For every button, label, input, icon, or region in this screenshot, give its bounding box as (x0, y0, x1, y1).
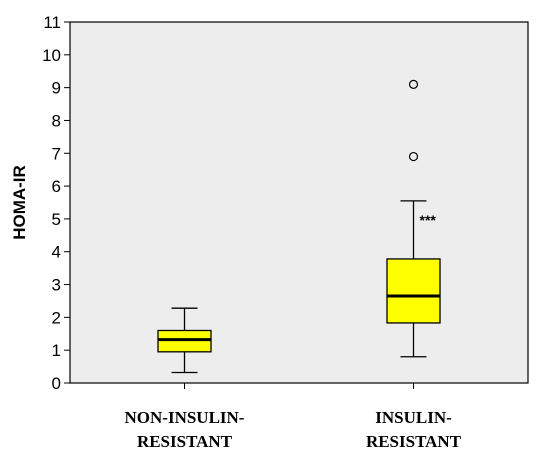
y-tick-label: 1 (52, 341, 61, 360)
y-tick-label: 11 (43, 13, 61, 32)
x-category-label-line: RESISTANT (137, 432, 233, 451)
y-axis-label: HOMA-IR (10, 165, 29, 240)
iqr-box (386, 258, 441, 324)
y-tick-label: 5 (52, 210, 61, 229)
x-category-label-line: INSULIN- (375, 408, 452, 427)
x-category-label: NON-INSULIN- RESISTANT (125, 408, 245, 451)
y-tick-label: 2 (52, 308, 61, 327)
plot-area (69, 21, 529, 384)
x-category-label: INSULIN- RESISTANT (366, 408, 462, 451)
x-category-label-line: RESISTANT (366, 432, 462, 451)
boxes: *** (157, 79, 441, 374)
y-tick-label: 3 (52, 276, 61, 295)
x-category-label-line: NON-INSULIN- (125, 408, 245, 427)
box-group: *** (386, 79, 441, 358)
y-axis: 0 1 2 3 4 5 6 7 8 9 10 11 (42, 13, 70, 393)
significance-annotation: *** (420, 212, 437, 228)
y-tick-label: 8 (52, 111, 61, 130)
x-axis: NON-INSULIN- RESISTANT INSULIN- RESISTANT (125, 383, 462, 451)
y-tick-label: 7 (52, 144, 61, 163)
y-tick-label: 9 (52, 79, 61, 98)
outlier-point (408, 79, 419, 89)
y-tick-label: 4 (52, 243, 61, 262)
box-group (157, 307, 212, 374)
y-tick-label: 6 (52, 177, 61, 196)
outlier-point (408, 151, 419, 162)
y-tick-label: 10 (42, 46, 61, 65)
y-tick-label: 0 (52, 374, 61, 393)
